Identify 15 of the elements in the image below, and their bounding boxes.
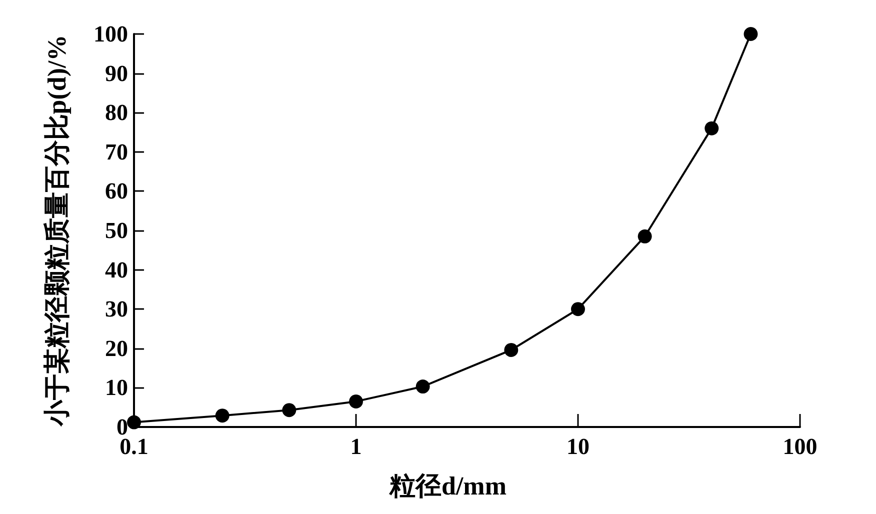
y-tick-label: 30	[105, 296, 128, 322]
y-tick-label: 60	[105, 178, 128, 204]
x-tick-label: 1	[350, 434, 362, 459]
x-tick-label: 100	[782, 434, 818, 459]
y-tick-label: 100	[94, 22, 128, 46]
y-tick-label: 90	[105, 60, 128, 86]
y-tick-label: 10	[105, 375, 128, 400]
y-tick-label: 40	[105, 257, 128, 282]
y-axis-title: 小于某粒径颗粒质量百分比p(d)/%	[42, 34, 72, 428]
x-tick-label: 10	[566, 434, 590, 459]
y-tick-label: 80	[105, 100, 128, 126]
y-tick-label: 70	[105, 139, 128, 164]
y-tick-label: 50	[105, 218, 128, 243]
x-axis-title: 粒径d/mm	[388, 472, 507, 500]
y-tick-label: 20	[105, 336, 128, 361]
